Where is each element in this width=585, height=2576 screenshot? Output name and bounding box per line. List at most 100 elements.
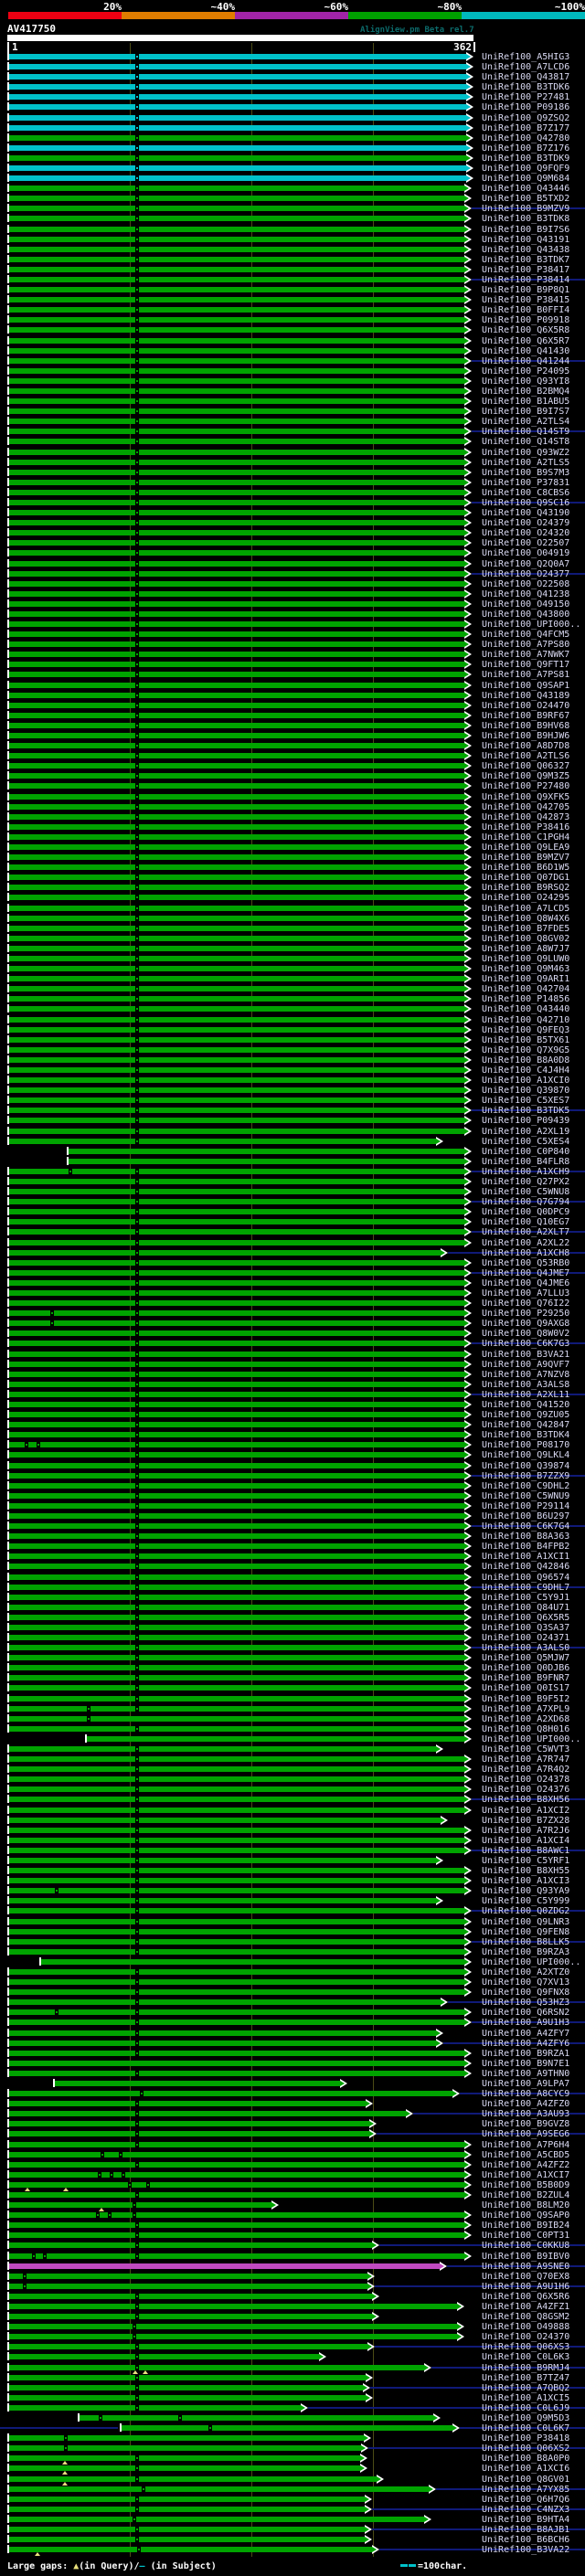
hit-label[interactable]: UniRef100_Q9XFK5 — [482, 791, 570, 802]
hit-label[interactable]: UniRef100_B9RSQ2 — [482, 883, 570, 894]
hit-bar[interactable] — [9, 510, 464, 516]
hit-label[interactable]: UniRef100_A7NWK7 — [482, 650, 570, 661]
hit-bar[interactable] — [9, 2486, 429, 2492]
hit-bar[interactable] — [9, 1026, 464, 1033]
hit-label[interactable]: UniRef100_A4ZFZ2 — [482, 2159, 570, 2170]
hit-label[interactable]: UniRef100_Q9FEQ3 — [482, 1024, 570, 1035]
hit-bar[interactable] — [9, 459, 464, 465]
hit-label[interactable]: UniRef100_B3TDK9 — [482, 153, 570, 164]
hit-bar[interactable] — [9, 2253, 464, 2259]
hit-bar[interactable] — [9, 449, 464, 455]
hit-label[interactable]: UniRef100_Q4JME7 — [482, 1267, 570, 1278]
hit-bar[interactable] — [9, 1128, 464, 1134]
hit-label[interactable]: UniRef100_Q14ST9 — [482, 427, 570, 438]
hit-bar[interactable] — [9, 1189, 464, 1195]
hit-label[interactable]: UniRef100_A1XCI5 — [482, 2392, 570, 2403]
hit-label[interactable]: UniRef100_Q43446 — [482, 184, 570, 195]
hit-bar[interactable] — [9, 1259, 464, 1266]
hit-label[interactable]: UniRef100_A7R2J6 — [482, 1825, 570, 1836]
hit-label[interactable]: UniRef100_Q41244 — [482, 355, 570, 366]
hit-bar[interactable] — [9, 1817, 441, 1823]
hit-label[interactable]: UniRef100_Q6RSN2 — [482, 2008, 570, 2019]
hit-bar[interactable] — [9, 2060, 464, 2066]
hit-label[interactable]: UniRef100_Q0IS17 — [482, 1683, 570, 1694]
hit-label[interactable]: UniRef100_A7XPL9 — [482, 1703, 570, 1714]
hit-bar[interactable] — [9, 1178, 464, 1184]
hit-label[interactable]: UniRef100_A2TLS4 — [482, 417, 570, 428]
hit-label[interactable]: UniRef100_A1XCI4 — [482, 1835, 570, 1846]
hit-bar[interactable] — [9, 1837, 464, 1843]
hit-bar[interactable] — [9, 2344, 367, 2350]
hit-bar[interactable] — [9, 1391, 464, 1397]
hit-bar[interactable] — [9, 94, 466, 101]
hit-bar[interactable] — [9, 1553, 464, 1560]
hit-bar[interactable] — [9, 1908, 464, 1914]
hit-label[interactable]: UniRef100_O49150 — [482, 599, 570, 610]
hit-label[interactable]: UniRef100_C8CBS6 — [482, 487, 570, 498]
hit-bar[interactable] — [9, 2191, 464, 2198]
hit-bar[interactable] — [9, 1584, 464, 1590]
hit-bar[interactable] — [87, 1735, 464, 1742]
hit-bar[interactable] — [9, 1624, 464, 1630]
hit-label[interactable]: UniRef100_P08170 — [482, 1440, 570, 1451]
hit-bar[interactable] — [9, 1006, 464, 1012]
hit-label[interactable]: UniRef100_Q42780 — [482, 133, 570, 143]
hit-bar[interactable] — [9, 357, 464, 364]
hit-bar[interactable] — [9, 196, 464, 202]
hit-label[interactable]: UniRef100_C5Y9J1 — [482, 1592, 570, 1603]
hit-bar[interactable] — [9, 2019, 464, 2026]
hit-label[interactable]: UniRef100_Q8GV02 — [482, 933, 570, 944]
hit-bar[interactable] — [9, 1472, 464, 1479]
hit-label[interactable]: UniRef100_Q9ZU05 — [482, 1410, 570, 1421]
hit-bar[interactable] — [9, 1371, 464, 1377]
hit-bar[interactable] — [55, 2081, 340, 2086]
hit-label[interactable]: UniRef100_A1XCI2 — [482, 1805, 570, 1816]
hit-bar[interactable] — [9, 1645, 464, 1651]
hit-bar[interactable] — [9, 2354, 319, 2360]
hit-label[interactable]: UniRef100_B3VA22 — [482, 2545, 570, 2556]
hit-label[interactable]: UniRef100_A7R747 — [482, 1754, 570, 1765]
hit-bar[interactable] — [9, 1868, 464, 1874]
hit-label[interactable]: UniRef100_Q43817 — [482, 72, 570, 83]
hit-bar[interactable] — [9, 2547, 372, 2553]
hit-bar[interactable] — [9, 1847, 464, 1853]
hit-bar[interactable] — [9, 1543, 464, 1550]
hit-bar[interactable] — [9, 1725, 464, 1732]
hit-label[interactable]: UniRef100_A1XCI6 — [482, 2464, 570, 2475]
hit-label[interactable]: UniRef100_A3AU93 — [482, 2109, 570, 2120]
hit-bar[interactable] — [9, 1482, 464, 1489]
hit-label[interactable]: UniRef100_Q7XV13 — [482, 1977, 570, 1988]
hit-bar[interactable] — [9, 833, 464, 840]
hit-label[interactable]: UniRef100_Q93YA9 — [482, 1886, 570, 1897]
hit-bar[interactable] — [9, 104, 466, 111]
hit-bar[interactable] — [9, 1412, 464, 1418]
hit-bar[interactable] — [9, 2506, 365, 2512]
hit-bar[interactable] — [9, 2273, 367, 2279]
hit-label[interactable]: UniRef100_B5B0D9 — [482, 2179, 570, 2190]
hit-label[interactable]: UniRef100_Q06327 — [482, 761, 570, 772]
hit-label[interactable]: UniRef100_Q6H7Q6 — [482, 2494, 570, 2505]
hit-bar[interactable] — [9, 429, 464, 435]
hit-bar[interactable] — [9, 1361, 464, 1367]
hit-label[interactable]: UniRef100_Q8H016 — [482, 1723, 570, 1734]
hit-label[interactable]: UniRef100_P29114 — [482, 1500, 570, 1511]
hit-label[interactable]: UniRef100_A8D7D8 — [482, 741, 570, 752]
hit-label[interactable]: UniRef100_Q84U71 — [482, 1602, 570, 1613]
hit-label[interactable]: UniRef100_P09439 — [482, 1116, 570, 1127]
hit-label[interactable]: UniRef100_Q9M5D3 — [482, 2412, 570, 2423]
hit-bar[interactable] — [9, 864, 464, 871]
hit-bar[interactable] — [9, 377, 464, 384]
hit-bar[interactable] — [9, 479, 464, 485]
hit-bar[interactable] — [9, 935, 464, 941]
hit-bar[interactable] — [9, 610, 464, 617]
hit-bar[interactable] — [9, 2445, 361, 2452]
hit-bar[interactable] — [9, 1401, 464, 1407]
hit-bar[interactable] — [9, 2242, 372, 2249]
hit-bar[interactable] — [9, 1918, 464, 1924]
hit-label[interactable]: UniRef100_C1PGH4 — [482, 832, 570, 843]
hit-label[interactable]: UniRef100_C4J4H4 — [482, 1065, 570, 1076]
hit-bar[interactable] — [9, 945, 464, 951]
hit-label[interactable]: UniRef100_B3TDK6 — [482, 82, 570, 93]
hit-bar[interactable] — [9, 1512, 464, 1519]
hit-label[interactable]: UniRef100_Q6X5R7 — [482, 335, 570, 346]
